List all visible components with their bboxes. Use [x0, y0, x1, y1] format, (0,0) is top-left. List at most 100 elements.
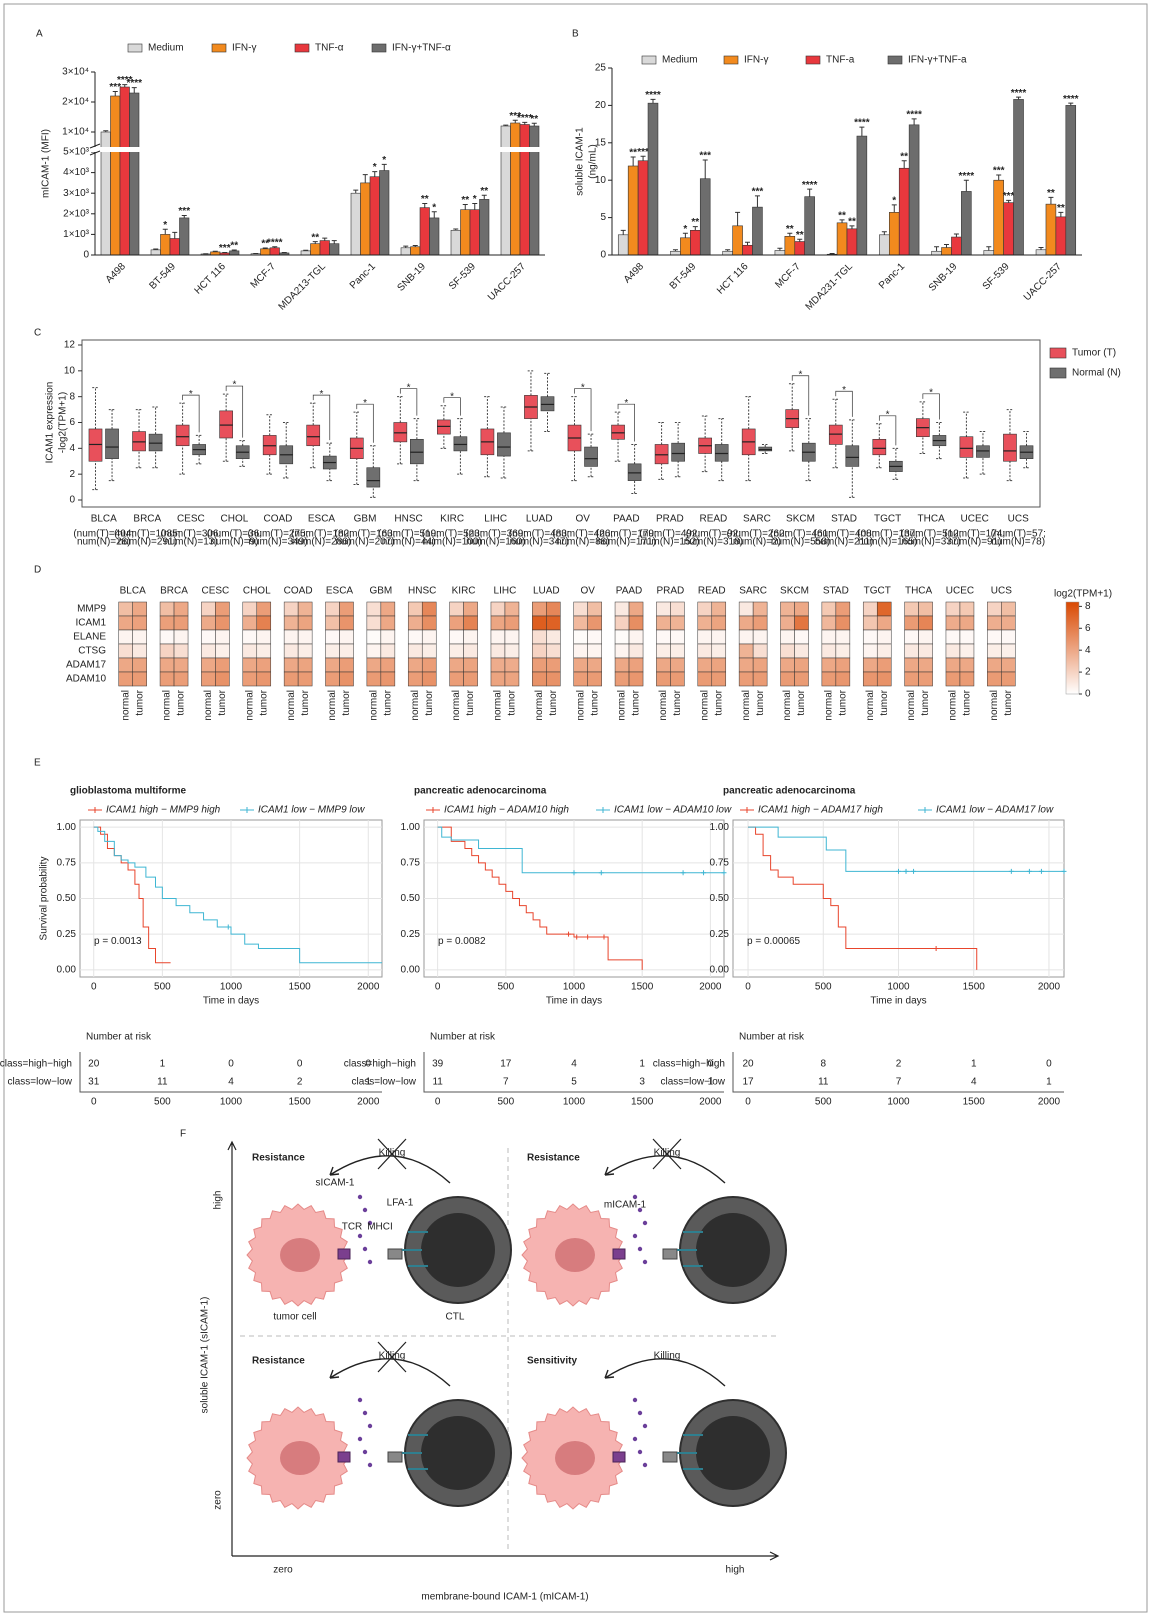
heat-cell — [863, 616, 877, 630]
p-value: p = 0.0082 — [438, 936, 486, 947]
heat-cell — [340, 630, 354, 644]
y-tick-label: 0.75 — [710, 857, 730, 868]
box — [672, 443, 685, 461]
heat-cell — [919, 644, 933, 658]
significance: * — [382, 155, 386, 166]
bar — [723, 251, 733, 255]
y-tick-label: 0.50 — [57, 893, 77, 904]
p-value: p = 0.0013 — [94, 936, 142, 947]
y-tick-label: 3×10⁴ — [62, 67, 89, 78]
bar — [638, 161, 648, 255]
bar — [480, 199, 490, 255]
cancer-label: UCEC — [946, 586, 974, 597]
heat-cell — [960, 644, 974, 658]
group-label: tumor — [465, 689, 476, 715]
heat-cell — [201, 644, 215, 658]
box — [133, 432, 146, 451]
bar — [942, 248, 952, 255]
bar — [320, 241, 330, 255]
group-label: normal — [451, 690, 462, 721]
gene-label: ADAM17 — [66, 660, 106, 671]
heat-cell — [450, 658, 464, 672]
heat-cell — [588, 602, 602, 616]
heat-cell — [381, 616, 395, 630]
heat-cell — [215, 630, 229, 644]
y-tick-label: 0.00 — [401, 965, 421, 976]
y-tick-label: 0.25 — [710, 929, 730, 940]
y-tick-label: 0.75 — [401, 857, 421, 868]
risk-count: 3 — [639, 1077, 645, 1088]
significance: * — [886, 409, 890, 420]
icam-dot — [358, 1437, 362, 1441]
y-tick-label: 0 — [69, 495, 75, 506]
heat-cell — [133, 658, 147, 672]
risk-row-label: class=low−low — [352, 1077, 417, 1088]
panel-letter: D — [34, 565, 41, 576]
significance: * — [624, 398, 628, 409]
box — [759, 447, 772, 451]
heat-cell — [257, 672, 271, 686]
group-label: tumor — [300, 689, 311, 715]
legend-swatch — [724, 56, 738, 64]
heat-cell — [822, 644, 836, 658]
heat-cell — [588, 672, 602, 686]
box — [410, 439, 423, 464]
heat-cell — [491, 672, 505, 686]
heat-cell — [670, 658, 684, 672]
icam-dot — [358, 1398, 362, 1402]
x-tick-label: 500 — [497, 982, 514, 993]
x-tick-label: 0 — [745, 982, 751, 993]
bar — [857, 136, 867, 255]
x-axis-low: zero — [273, 1565, 293, 1576]
heat-cell — [160, 658, 174, 672]
risk-count: 1 — [971, 1059, 977, 1070]
chart-title: pancreatic adenocarcinoma — [414, 786, 547, 797]
significance: ** — [838, 210, 846, 221]
gene-label: CTSG — [78, 646, 106, 657]
icam-dot — [643, 1424, 647, 1428]
cancer-label: TGCT — [864, 586, 891, 597]
risk-x-tick-label: 2000 — [357, 1097, 380, 1108]
heat-cell — [326, 644, 340, 658]
bar — [411, 247, 421, 255]
heat-cell — [987, 630, 1001, 644]
heat-cell — [133, 644, 147, 658]
cancer-label: CHOL — [243, 586, 271, 597]
outcome-label: Resistance — [527, 1153, 580, 1164]
bar — [461, 210, 471, 255]
heat-cell — [905, 672, 919, 686]
heat-cell — [257, 644, 271, 658]
cancer-label: OV — [580, 586, 595, 597]
bar — [847, 229, 857, 255]
box — [307, 425, 320, 446]
heat-cell — [863, 658, 877, 672]
group-label: tumor — [341, 689, 352, 715]
y-tick-label: 2×10⁴ — [62, 97, 89, 108]
heat-cell — [615, 644, 629, 658]
heat-cell — [243, 616, 257, 630]
mhc — [388, 1249, 402, 1259]
heat-cell — [422, 644, 436, 658]
heat-cell — [863, 602, 877, 616]
heat-cell — [905, 616, 919, 630]
significance: **** — [854, 118, 870, 129]
box — [89, 429, 102, 461]
cancer-label: READ — [698, 586, 726, 597]
y-axis-label: ICAM1 expression — [45, 382, 56, 464]
group-label: normal — [120, 690, 131, 721]
heat-cell — [656, 658, 670, 672]
y-tick-label: 1×10³ — [63, 229, 90, 240]
risk-row-label: class=low−low — [661, 1077, 726, 1088]
y-axis-low: zero — [213, 1490, 224, 1510]
colorbar-tick-label: 0 — [1085, 689, 1091, 700]
bar — [530, 126, 540, 255]
box — [149, 434, 162, 451]
bar — [889, 212, 899, 255]
y-tick-label: 0.25 — [57, 929, 77, 940]
legend-swatch — [806, 56, 820, 64]
cell-label: MHCI — [367, 1222, 393, 1233]
bar — [1004, 203, 1014, 255]
cell-label: mICAM-1 — [604, 1200, 647, 1211]
significance: ** — [480, 186, 488, 197]
heat-cell — [546, 644, 560, 658]
